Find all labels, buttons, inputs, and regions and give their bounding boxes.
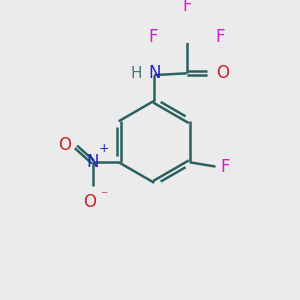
Text: F: F xyxy=(216,28,225,46)
Text: +: + xyxy=(99,142,110,155)
Text: N: N xyxy=(87,153,99,171)
Text: F: F xyxy=(182,0,191,15)
Text: F: F xyxy=(148,28,158,46)
Text: O: O xyxy=(83,193,96,211)
Text: H: H xyxy=(131,66,142,81)
Text: N: N xyxy=(148,64,161,82)
Text: F: F xyxy=(220,158,230,175)
Text: O: O xyxy=(58,136,71,154)
Text: ⁻: ⁻ xyxy=(100,190,107,204)
Text: O: O xyxy=(216,64,229,82)
